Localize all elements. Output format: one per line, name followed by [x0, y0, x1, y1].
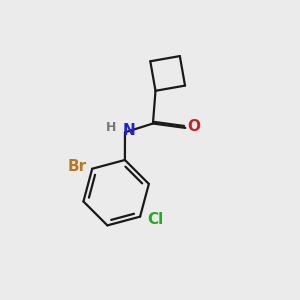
Text: H: H	[106, 121, 116, 134]
Text: Br: Br	[67, 159, 86, 174]
Text: O: O	[187, 119, 200, 134]
Text: N: N	[122, 123, 135, 138]
Text: Cl: Cl	[147, 212, 164, 227]
